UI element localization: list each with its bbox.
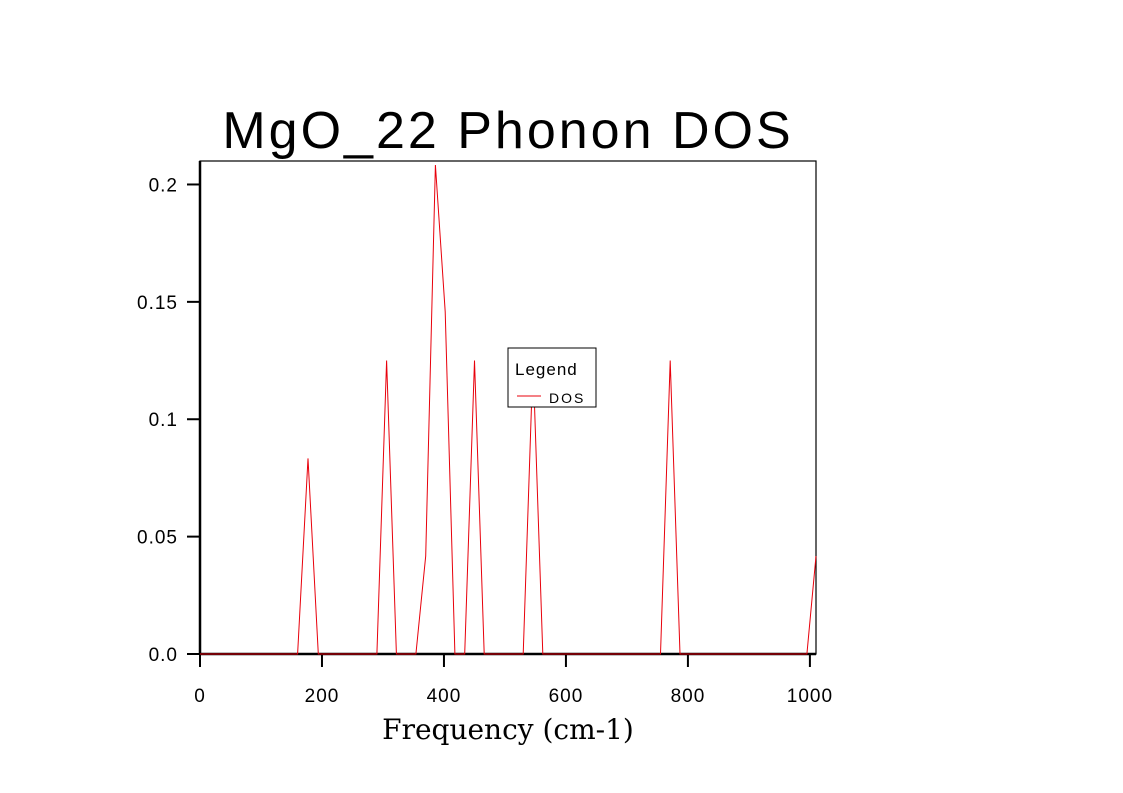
- chart-title: MgO_22 Phonon DOS: [222, 102, 793, 160]
- series-layer: [200, 164, 817, 655]
- y-axis: 0.0 0.05 0.1 0.15 0.2: [137, 161, 202, 666]
- x-axis-label: Frequency (cm-1): [382, 713, 634, 746]
- y-tick-label: 0.0: [149, 645, 178, 666]
- y-tick-label: 0.1: [149, 410, 178, 431]
- x-tick-label: 200: [305, 686, 340, 707]
- x-tick-label: 600: [549, 686, 584, 707]
- x-tick-label: 400: [427, 686, 462, 707]
- legend-title: Legend: [515, 360, 578, 379]
- x-axis: 0 200 400 600 800 1000: [194, 652, 833, 707]
- series-line-dos: [200, 164, 817, 655]
- y-tick-label: 0.2: [149, 175, 178, 196]
- x-tick-label: 800: [671, 686, 706, 707]
- x-tick-label: 0: [194, 686, 206, 707]
- x-tick-label: 1000: [787, 686, 833, 707]
- y-tick-label: 0.15: [137, 293, 178, 314]
- legend: Legend DOS: [507, 347, 597, 408]
- legend-entry-dos: DOS: [549, 390, 585, 406]
- legend-box: [507, 347, 597, 408]
- y-tick-label: 0.05: [137, 528, 178, 549]
